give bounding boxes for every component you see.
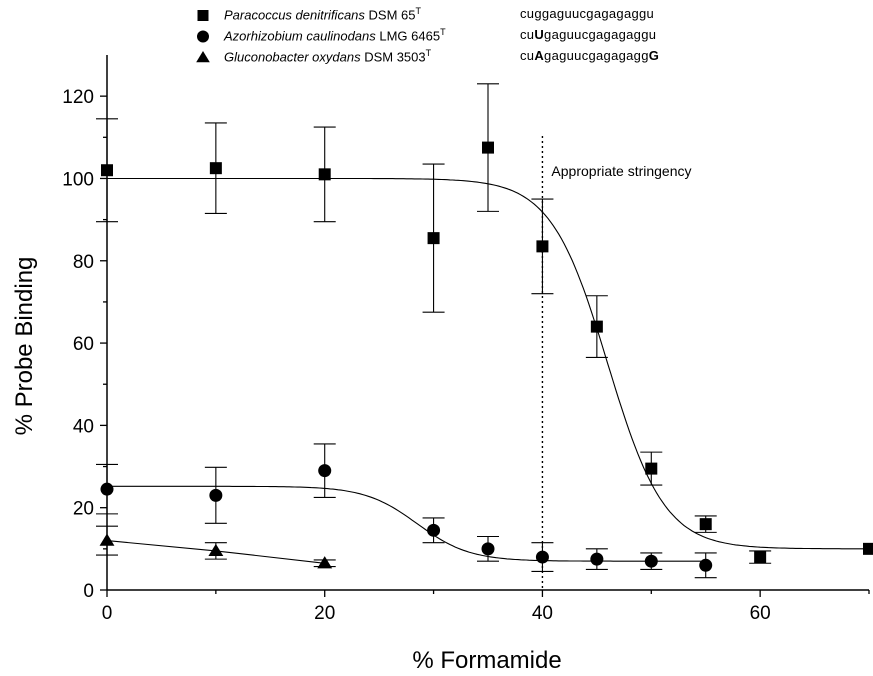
- probe-sequence: cuggaguucgagagaggu: [520, 6, 655, 21]
- legend-entry: Gluconobacter oxydans DSM 3503T cuAgaguuc…: [196, 47, 756, 68]
- square-marker: [101, 164, 113, 177]
- stringency-label: Appropriate stringency: [551, 163, 691, 179]
- axis-ticks: 0 20 40 60 80 100 120 0 20 40 60: [62, 87, 870, 624]
- triangle-legend-marker: [196, 51, 210, 63]
- fit-curves: [106, 177, 869, 564]
- circle-marker: [209, 488, 223, 502]
- circle-marker: [427, 523, 441, 537]
- y-tick-label: 0: [83, 581, 94, 602]
- y-tick-label: 120: [62, 87, 94, 108]
- y-tick-label: 40: [73, 416, 94, 437]
- circle-legend-marker: [197, 30, 209, 43]
- square-marker: [427, 232, 440, 245]
- legend-label: Gluconobacter oxydans DSM 3503T: [224, 48, 432, 65]
- circle-marker: [644, 554, 658, 568]
- square-marker: [209, 162, 222, 175]
- y-axis-label: % Probe Binding: [11, 257, 38, 436]
- x-tick-label: 60: [750, 603, 771, 624]
- x-tick-label: 40: [532, 603, 553, 624]
- fit-curve: [107, 485, 706, 562]
- legend-entry: Azorhizobium caulinodans LMG 6465T cuUgag…: [196, 26, 756, 47]
- square-legend-marker: [197, 10, 209, 21]
- legend-label: Paracoccus denitrificans DSM 65T: [224, 6, 421, 23]
- data-markers: [99, 141, 873, 572]
- probe-sequence: cuUgaguucgagagaggu: [520, 27, 657, 42]
- stringency-annotation: Appropriate stringency: [541, 136, 692, 590]
- legend-entry: Paracoccus denitrificans DSM 65T cuggaguu…: [196, 5, 756, 26]
- probe-sequence: cuAgaguucgagagaggG: [520, 48, 660, 63]
- square-marker: [645, 462, 658, 475]
- square-marker: [536, 240, 549, 253]
- circle-marker: [481, 542, 495, 556]
- x-tick-label: 20: [314, 603, 335, 624]
- triangle-marker: [196, 51, 210, 63]
- triangle-marker: [208, 543, 224, 557]
- legend: Paracoccus denitrificans DSM 65T cuggaguu…: [196, 5, 756, 68]
- legend-label: Azorhizobium caulinodans LMG 6465T: [224, 27, 446, 44]
- square-marker: [699, 518, 712, 531]
- circle-marker: [197, 30, 209, 43]
- triangle-marker: [99, 533, 115, 546]
- square-marker: [482, 141, 494, 154]
- y-tick-label: 20: [73, 499, 94, 520]
- y-tick-label: 100: [62, 169, 94, 190]
- circle-marker: [535, 550, 549, 564]
- circle-marker: [100, 482, 114, 496]
- square-marker: [197, 10, 209, 21]
- y-tick-label: 80: [73, 252, 94, 273]
- square-marker: [863, 542, 873, 555]
- y-tick-label: 60: [73, 334, 94, 355]
- error-bars: [96, 83, 772, 579]
- circle-marker: [590, 552, 604, 566]
- square-marker: [590, 320, 603, 333]
- circle-marker: [699, 558, 713, 572]
- x-tick-label: 0: [102, 603, 113, 624]
- circle-marker: [318, 464, 332, 478]
- square-marker: [318, 168, 331, 181]
- square-marker: [754, 551, 767, 564]
- x-axis-label: % Formamide: [412, 647, 561, 674]
- triangle-marker: [317, 556, 333, 569]
